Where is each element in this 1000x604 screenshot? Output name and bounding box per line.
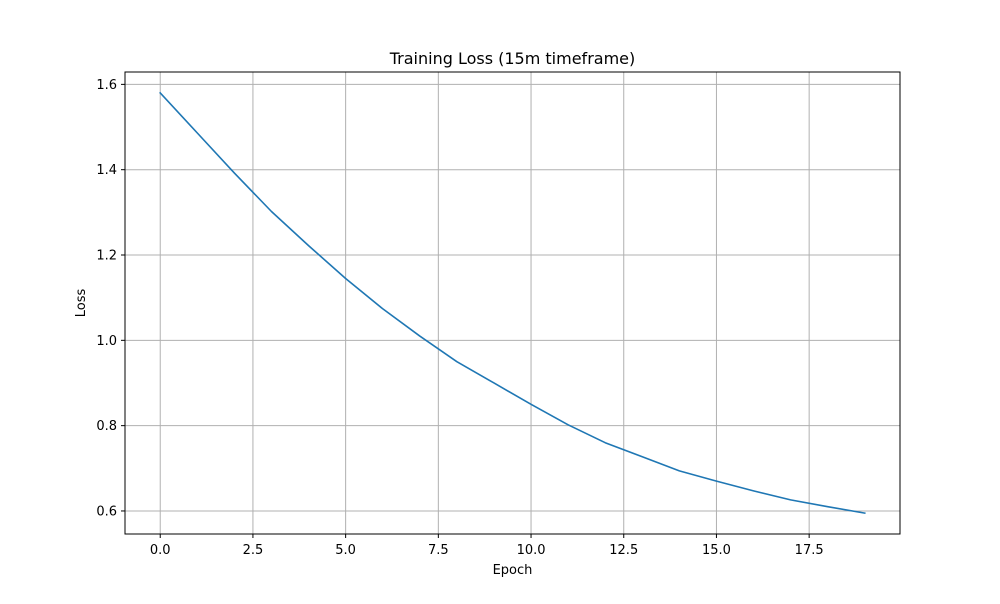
x-tick-label: 10.0 [517,543,546,558]
axis-ticks: 0.0 2.5 5.0 7.5 10.0 12.5 15.0 17.5 0.6 0.8 1.0 1.2… [96,78,823,558]
chart-title: Training Loss (15m timeframe) [389,49,636,68]
y-tick-label: 1.4 [96,163,117,178]
grid [125,72,900,534]
x-tick-label: 15.0 [702,543,731,558]
y-tick-label: 0.6 [96,504,117,519]
y-tick-label: 1.2 [96,249,117,264]
loss-line [159,91,866,515]
x-tick-label: 12.5 [609,543,638,558]
y-tick-label: 0.8 [96,419,117,434]
x-tick-label: 2.5 [243,543,264,558]
y-tick-label: 1.6 [96,78,117,93]
x-tick-label: 17.5 [795,543,824,558]
x-axis-label: Epoch [493,563,533,578]
plot-area [124,71,901,535]
series-layer [159,91,866,515]
x-tick-label: 5.0 [335,543,356,558]
x-tick-label: 0.0 [150,543,171,558]
y-axis-label: Loss [74,289,89,318]
y-tick-label: 1.0 [96,334,117,349]
x-tick-label: 7.5 [428,543,449,558]
